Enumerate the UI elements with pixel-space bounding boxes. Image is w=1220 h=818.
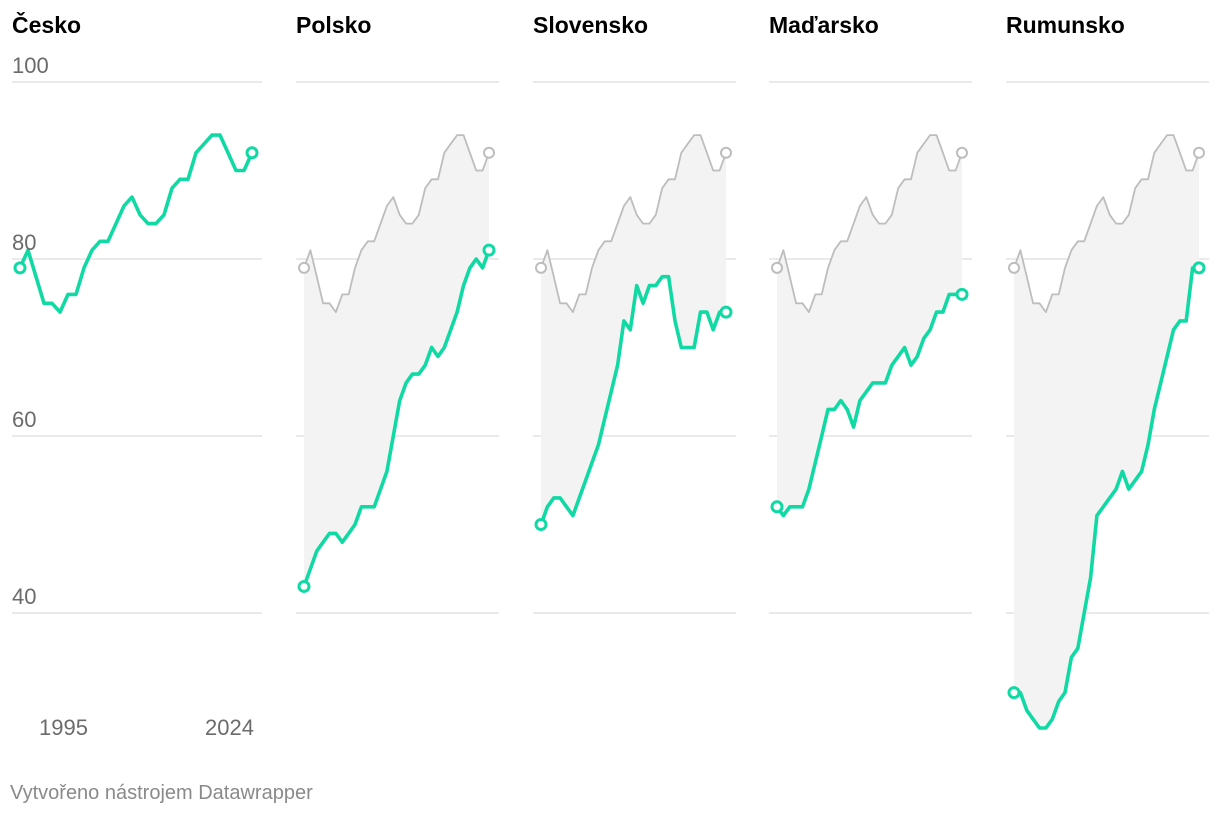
reference-end-point	[720, 146, 732, 159]
gap-area	[1014, 135, 1199, 729]
reference-line	[1013, 134, 1200, 314]
panel-title: Rumunsko	[1006, 12, 1125, 38]
panel-title: Česko	[12, 11, 81, 38]
series-line	[775, 292, 964, 518]
reference-end-point	[956, 146, 968, 159]
reference-line	[303, 134, 490, 314]
series-end-point	[955, 287, 969, 301]
series-end-point	[245, 146, 259, 160]
series-end-point	[719, 305, 733, 319]
series-start-point	[1007, 686, 1021, 700]
reference-start-point	[771, 261, 783, 274]
series-start-point	[297, 579, 311, 593]
series-start-point	[534, 518, 548, 531]
series-line	[18, 133, 254, 314]
reference-line	[540, 134, 727, 314]
reference-end-point	[483, 146, 495, 159]
y-tick-label: 80	[12, 230, 36, 255]
reference-start-point	[298, 261, 310, 274]
reference-end-point	[1193, 146, 1205, 159]
series-end-point	[482, 243, 496, 257]
y-tick-label: 40	[12, 584, 36, 609]
reference-line	[776, 134, 963, 314]
panel-title: Slovensko	[533, 12, 648, 38]
series-line	[539, 274, 728, 527]
gap-area	[777, 135, 962, 516]
gap-area	[304, 135, 489, 587]
panel-title: Maďarsko	[769, 12, 879, 38]
series-line	[1012, 266, 1201, 730]
panel-title: Polsko	[296, 12, 371, 38]
small-multiples-chart: Česko 100 80 60 40 1995 2024 Polsko Slovensko Maď…	[12, 11, 1209, 740]
series-start-point	[13, 261, 27, 275]
gap-area	[541, 135, 726, 525]
footer-credit: Vytvořeno nástrojem Datawrapper	[10, 782, 313, 804]
series-end-point	[1192, 261, 1206, 275]
y-tick-label: 60	[12, 407, 36, 432]
series-line	[302, 248, 491, 589]
y-tick-label: 100	[12, 53, 49, 78]
reference-start-point	[1008, 261, 1020, 274]
reference-start-point	[535, 261, 547, 274]
series-start-point	[770, 500, 784, 514]
x-tick-label: 2024	[205, 715, 254, 740]
x-tick-label: 1995	[39, 715, 88, 740]
